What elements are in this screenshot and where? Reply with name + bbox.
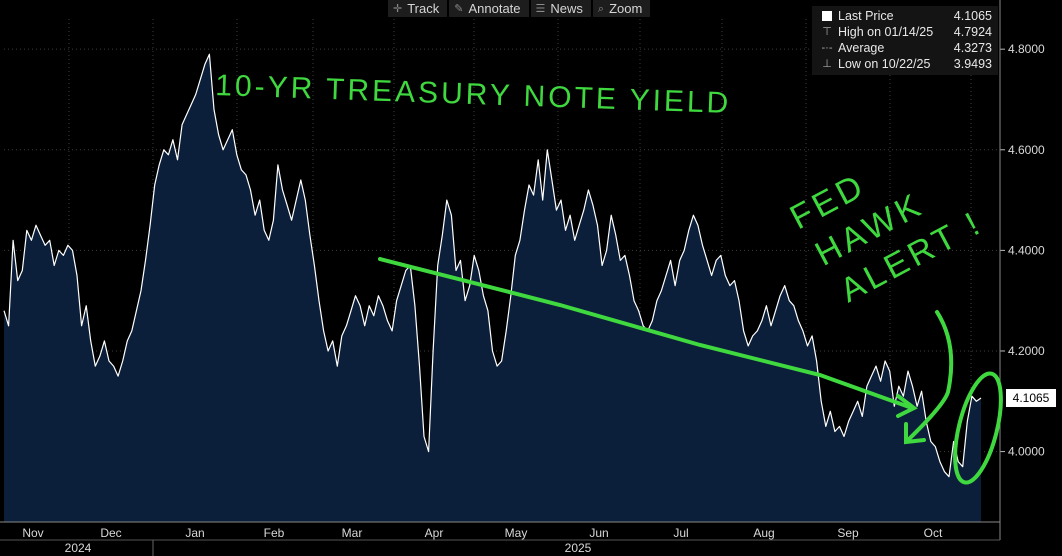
x-month-label: Oct [924,526,943,540]
annotate-label: Annotate [468,0,521,16]
chart-toolbar: ✛ Track ✎ Annotate ☰ News ⌕ Zoom [388,0,651,17]
legend-value: 4.7924 [953,25,992,39]
average-marker-icon: -·- [821,42,833,54]
legend-average: -·- Average 4.3273 [812,40,998,56]
checkbox-icon[interactable] [816,11,838,21]
y-tick-label: 4.2000 [1008,344,1045,358]
legend-value: 4.3273 [953,41,992,55]
annotate-button[interactable]: ✎ Annotate [449,0,529,17]
area-fill [4,54,981,522]
x-month-label: Dec [100,526,121,540]
circle-highlight [953,371,1003,485]
zoom-label: Zoom [609,0,643,16]
legend-label: Average [838,41,885,55]
x-month-label: Jan [185,526,204,540]
y-tick-label: 4.6000 [1008,143,1045,157]
news-button[interactable]: ☰ News [530,0,591,17]
y-tick-label: 4.8000 [1008,42,1045,56]
legend-label: Last Price [838,9,894,23]
legend-low: ⊥ Low on 10/22/25 3.9493 [812,56,998,72]
pointer-arrow-head [904,422,926,445]
x-month-label: May [505,526,528,540]
legend-high: ⊤ High on 01/14/25 4.7924 [812,24,998,40]
zoom-button[interactable]: ⌕ Zoom [592,0,651,17]
trend-arrow-head [896,394,918,418]
x-month-label: Jul [673,526,688,540]
legend-label: High on 01/14/25 [838,25,934,39]
low-marker-icon: ⊥ [822,58,832,70]
x-month-label: Apr [425,526,444,540]
legend-label: Low on 10/22/25 [838,57,931,71]
news-label: News [550,0,583,16]
x-month-label: Mar [342,526,363,540]
last-price-box [1006,389,1056,408]
legend-value: 4.1065 [953,9,992,23]
x-month-label: Jun [589,526,608,540]
pointer-arrow [906,310,954,442]
crosshair-icon: ✛ [393,2,403,15]
price-legend: Last Price 4.1065 ⊤ High on 01/14/25 4.7… [812,6,998,75]
x-month-label: Aug [753,526,774,540]
x-month-label: Feb [264,526,285,540]
x-month-label: Sep [837,526,859,540]
y-tick-label: 4.4000 [1008,243,1045,257]
track-button[interactable]: ✛ Track [388,0,448,17]
x-year-label: 2025 [565,541,592,555]
x-month-label: Nov [22,526,43,540]
trend-line [378,257,914,410]
x-year-label: 2024 [65,541,92,555]
y-tick-label: 4.0000 [1008,445,1045,459]
high-marker-icon: ⊤ [822,26,832,38]
track-label: Track [407,0,440,16]
last-price-label: 4.1065 [1013,391,1050,405]
legend-last-price[interactable]: Last Price 4.1065 [812,8,998,24]
magnifier-icon: ⌕ [597,2,605,15]
legend-value: 3.9493 [953,57,992,71]
pencil-icon: ✎ [454,2,464,15]
news-icon: ☰ [535,2,546,15]
